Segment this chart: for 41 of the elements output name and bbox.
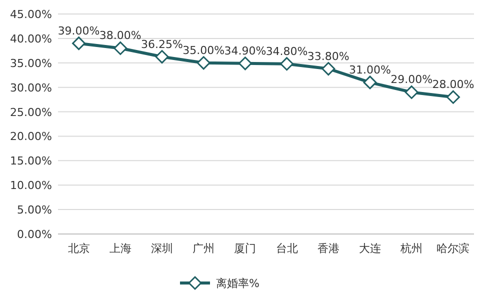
data-label: 29.00% [390,73,433,86]
point [363,76,377,90]
point [114,41,128,55]
point [446,90,460,104]
x-tick-label: 大连 [359,242,381,255]
data-label: 31.00% [349,63,391,76]
data-label: 39.00% [58,24,100,38]
y-tick-label: 0.00% [17,228,52,241]
data-label: 34.80% [266,44,308,58]
y-tick-label: 30.00% [10,81,52,94]
data-label: 34.90% [224,44,266,58]
y-tick-label: 35.00% [10,56,52,70]
data-label: 33.80% [307,50,350,63]
x-tick-label: 香港 [317,242,340,255]
data-label: 38.00% [99,29,142,42]
legend-label: 离婚率% [216,277,260,290]
y-tick-label: 5.00% [17,204,52,217]
x-tick-label: 哈尔滨 [436,242,470,255]
x-tick-label: 广州 [192,242,215,255]
point [196,56,210,70]
point [322,62,336,76]
x-tick-label: 台北 [276,242,298,255]
point [280,57,294,71]
y-tick-label: 25.00% [10,106,52,119]
point [72,36,86,50]
data-label: 35.00% [182,44,225,57]
y-tick-label: 20.00% [10,130,52,144]
data-label: 28.00% [432,78,474,92]
y-tick-label: 15.00% [10,154,52,168]
data-label: 36.25% [141,38,183,51]
y-tick-label: 45.00% [10,8,52,21]
point [238,56,252,70]
y-tick-label: 10.00% [10,179,52,192]
x-tick-label: 厦门 [234,242,256,255]
x-tick-label: 杭州 [400,242,423,255]
y-tick-label: 40.00% [10,32,52,46]
x-tick-label: 深圳 [151,242,173,255]
x-tick-label: 北京 [68,242,90,255]
point [404,85,418,99]
point [155,50,169,64]
x-tick-label: 上海 [109,242,132,255]
